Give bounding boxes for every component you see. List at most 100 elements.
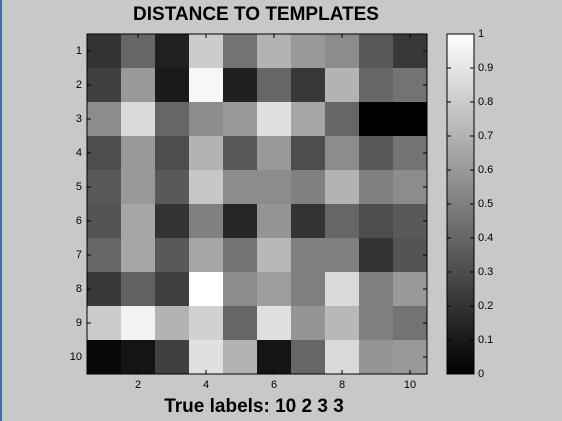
heatmap-cell — [189, 136, 223, 170]
heatmap-cell — [155, 340, 189, 374]
heatmap-cell — [291, 34, 325, 68]
window-border — [0, 0, 2, 421]
heatmap-cell — [121, 272, 155, 306]
heatmap-cell — [189, 34, 223, 68]
heatmap-cell — [223, 34, 257, 68]
heatmap-cell — [257, 102, 291, 136]
heatmap-cell — [291, 238, 325, 272]
heatmap-cell — [223, 340, 257, 374]
x-tick-label: 8 — [339, 379, 345, 391]
heatmap-cell — [393, 306, 427, 340]
heatmap-cell — [121, 34, 155, 68]
heatmap-cell — [155, 34, 189, 68]
heatmap-cell — [155, 238, 189, 272]
heatmap-cell — [87, 34, 121, 68]
heatmap-cell — [359, 238, 393, 272]
heatmap-cell — [257, 306, 291, 340]
heatmap-cell — [155, 204, 189, 238]
heatmap-cell — [257, 272, 291, 306]
colorbar-tick-label: 0.3 — [478, 266, 493, 278]
heatmap-cell — [87, 204, 121, 238]
heatmap-cell — [189, 68, 223, 102]
heatmap-cell — [393, 136, 427, 170]
heatmap-cell — [155, 102, 189, 136]
heatmap-cell — [121, 340, 155, 374]
heatmap-cell — [359, 34, 393, 68]
heatmap-cell — [325, 170, 359, 204]
heatmap-cell — [393, 204, 427, 238]
heatmap-cell — [291, 102, 325, 136]
heatmap-cell — [223, 136, 257, 170]
heatmap-cell — [359, 170, 393, 204]
y-tick-label: 4 — [76, 147, 82, 159]
x-tick-label: 2 — [135, 379, 141, 391]
heatmap-cell — [325, 136, 359, 170]
heatmap-cell — [325, 68, 359, 102]
colorbar-tick-label: 0.1 — [478, 334, 493, 346]
colorbar-tick-label: 0.8 — [478, 96, 493, 108]
colorbar-tick-label: 0.5 — [478, 198, 493, 210]
heatmap-cell — [359, 68, 393, 102]
heatmap-cell — [223, 204, 257, 238]
heatmap-cell — [291, 272, 325, 306]
heatmap-cell — [189, 170, 223, 204]
y-tick-label: 3 — [76, 113, 82, 125]
x-axis-label: True labels: 10 2 3 3 — [164, 396, 344, 417]
colorbar-tick-label: 0.9 — [478, 62, 493, 74]
heatmap-cell — [393, 68, 427, 102]
heatmap-cell — [155, 272, 189, 306]
heatmap-cell — [189, 306, 223, 340]
y-tick-label: 10 — [70, 351, 82, 363]
heatmap-cell — [121, 306, 155, 340]
heatmap-cell — [291, 340, 325, 374]
heatmap-cell — [223, 306, 257, 340]
colorbar-tick-label: 0.7 — [478, 130, 493, 142]
heatmap-cell — [359, 204, 393, 238]
heatmap-cell — [393, 272, 427, 306]
heatmap-cell — [189, 272, 223, 306]
heatmap-cell — [359, 136, 393, 170]
heatmap-cell — [257, 238, 291, 272]
heatmap-cell — [87, 136, 121, 170]
heatmap-cell — [121, 136, 155, 170]
heatmap-cell — [291, 170, 325, 204]
heatmap-cell — [359, 306, 393, 340]
heatmap-cell — [223, 272, 257, 306]
heatmap-cell — [155, 306, 189, 340]
y-tick-label: 2 — [76, 79, 82, 91]
heatmap-cell — [87, 238, 121, 272]
heatmap-cell — [393, 340, 427, 374]
heatmap-cell — [189, 340, 223, 374]
heatmap-cell — [325, 272, 359, 306]
x-tick-label: 6 — [271, 379, 277, 391]
heatmap-cell — [223, 68, 257, 102]
heatmap-cell — [257, 34, 291, 68]
heatmap-cell — [257, 170, 291, 204]
heatmap-cell — [87, 306, 121, 340]
heatmap-cell — [223, 170, 257, 204]
heatmap-cell — [155, 170, 189, 204]
colorbar-tick-label: 0 — [478, 368, 484, 380]
heatmap-cell — [87, 102, 121, 136]
heatmap-cell — [87, 340, 121, 374]
heatmap-cell — [393, 34, 427, 68]
heatmap-cell — [223, 238, 257, 272]
heatmap-cell — [87, 170, 121, 204]
colorbar-tick-label: 0.4 — [478, 232, 493, 244]
heatmap-cell — [291, 68, 325, 102]
y-tick-label: 9 — [76, 317, 82, 329]
heatmap-cell — [359, 340, 393, 374]
plot-frame — [86, 33, 428, 375]
heatmap-cell — [393, 170, 427, 204]
heatmap-cell — [87, 272, 121, 306]
y-tick-label: 6 — [76, 215, 82, 227]
heatmap-cell — [325, 204, 359, 238]
heatmap-cell — [189, 238, 223, 272]
heatmap-cell — [359, 102, 393, 136]
chart-title: DISTANCE TO TEMPLATES — [133, 4, 379, 25]
heatmap-cell — [121, 68, 155, 102]
heatmap-cell — [291, 306, 325, 340]
y-tick-label: 1 — [76, 45, 82, 57]
heatmap-cell — [393, 238, 427, 272]
heatmap-cell — [257, 68, 291, 102]
